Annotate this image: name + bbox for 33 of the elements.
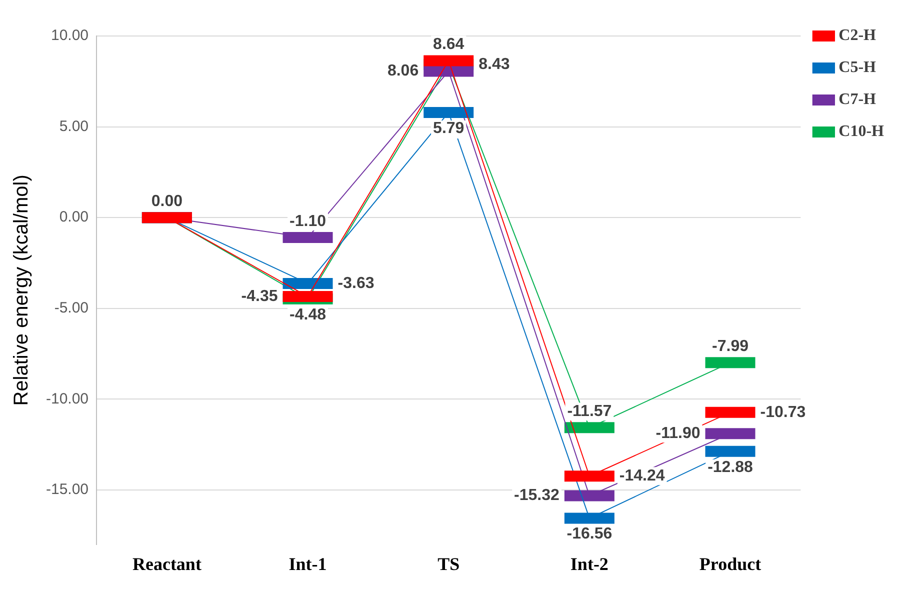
data-label: 8.06 xyxy=(387,62,419,80)
data-label: -11.57 xyxy=(567,403,612,420)
y-axis-title: Relative energy (kcal/mol) xyxy=(10,174,33,406)
data-label: -4.48 xyxy=(290,306,326,324)
y-tick-label: 10.00 xyxy=(50,27,89,44)
legend-label: C10-H xyxy=(838,123,885,140)
y-tick-label: 5.00 xyxy=(59,118,89,135)
legend-label: C5-H xyxy=(838,59,877,76)
data-label: -11.90 xyxy=(656,425,700,442)
x-tick-label: Int-1 xyxy=(288,554,327,574)
x-tick-label: Int-2 xyxy=(570,554,608,574)
data-label: 0.00 xyxy=(151,192,183,210)
y-tick-label: -15.00 xyxy=(46,481,89,498)
data-label: -16.56 xyxy=(566,526,612,543)
x-tick-label: TS xyxy=(438,554,460,574)
data-label: -7.99 xyxy=(712,338,749,356)
data-label: -3.63 xyxy=(338,274,374,292)
data-label: 8.64 xyxy=(433,36,464,54)
x-tick-label: Product xyxy=(699,554,762,574)
x-tick-label: Reactant xyxy=(132,554,202,574)
y-tick-label: 0.00 xyxy=(59,208,89,226)
data-label: -14.24 xyxy=(619,468,665,485)
legend-label: C7-H xyxy=(838,91,877,108)
y-tick-label: -5.00 xyxy=(54,300,89,316)
data-label: 5.79 xyxy=(433,120,464,137)
data-label: -15.32 xyxy=(514,487,560,504)
data-label: -1.10 xyxy=(290,212,326,230)
data-label: -10.73 xyxy=(760,404,806,421)
data-label: -12.88 xyxy=(708,458,754,476)
data-label: -4.35 xyxy=(241,288,278,305)
y-tick-label: -10.00 xyxy=(46,390,89,408)
data-label: 8.43 xyxy=(478,56,510,73)
legend-label: C2-H xyxy=(838,27,877,44)
